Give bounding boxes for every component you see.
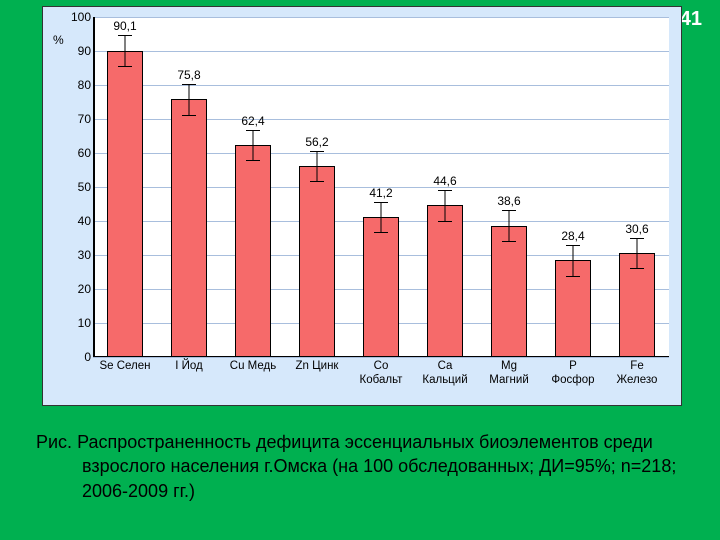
bar-value-label: 75,8 [177,68,200,82]
error-bar [637,238,638,269]
y-tick-label: 20 [51,282,91,296]
error-cap [118,35,132,36]
x-tick-label: Se Селен [99,359,150,373]
y-tick-label: 10 [51,316,91,330]
error-cap [374,232,388,233]
y-axis [93,17,95,357]
slide: 41 % 90,175,862,456,241,244,638,628,430,… [0,0,720,540]
chart-panel: % 90,175,862,456,241,244,638,628,430,6 0… [42,6,682,406]
error-bar [189,84,190,115]
error-cap [630,238,644,239]
bar [171,99,206,357]
gridline [93,17,669,18]
bar-value-label: 38,6 [497,194,520,208]
bar [363,217,398,357]
x-tick-label: I Йод [175,359,203,373]
y-tick-label: 70 [51,112,91,126]
caption-prefix: Рис. [36,432,77,452]
bar [491,226,526,357]
error-bar [445,190,446,221]
y-tick-label: 0 [51,350,91,364]
error-bar [509,210,510,241]
error-cap [246,160,260,161]
bar-value-label: 41,2 [369,186,392,200]
page-number: 41 [680,8,702,31]
bar-value-label: 62,4 [241,114,264,128]
bar [235,145,270,357]
bar-value-label: 56,2 [305,135,328,149]
error-cap [310,151,324,152]
error-cap [566,276,580,277]
error-cap [438,190,452,191]
error-cap [118,66,132,67]
error-cap [566,245,580,246]
error-bar [573,245,574,276]
error-bar [253,130,254,161]
gridline [93,85,669,86]
x-tick-label: MgМагний [489,359,529,388]
error-cap [502,210,516,211]
x-tick-label: CaКальций [422,359,467,388]
error-cap [182,115,196,116]
bar-value-label: 90,1 [113,19,136,33]
y-tick-label: 100 [51,10,91,24]
y-tick-label: 90 [51,44,91,58]
bar-value-label: 28,4 [561,229,584,243]
error-cap [182,84,196,85]
bar-value-label: 44,6 [433,174,456,188]
y-tick-label: 80 [51,78,91,92]
figure-caption: Рис. Распространенность дефицита эссенци… [36,430,686,503]
bar [427,205,462,357]
bar [107,51,142,357]
y-tick-label: 50 [51,180,91,194]
bar [299,166,334,357]
error-cap [502,241,516,242]
bar-value-label: 30,6 [625,222,648,236]
gridline [93,357,669,358]
x-tick-label: FeЖелезо [617,359,658,388]
x-tick-label: Zn Цинк [296,359,339,373]
y-tick-label: 40 [51,214,91,228]
gridline [93,51,669,52]
y-tick-label: 60 [51,146,91,160]
x-tick-label: PФосфор [551,359,594,388]
error-cap [374,202,388,203]
y-tick-label: 30 [51,248,91,262]
caption-body: Распространенность дефицита эссенциальны… [77,432,676,501]
x-tick-label: CoКобальт [360,359,403,388]
plot-area: 90,1 75,8 62,4 56,2 41,2 44,6 38,6 28,4 30,6 [93,17,669,357]
error-cap [438,221,452,222]
error-bar [381,202,382,233]
error-cap [310,181,324,182]
error-cap [630,268,644,269]
x-tick-label: Cu Медь [230,359,276,373]
error-bar [317,151,318,182]
error-bar [125,35,126,66]
error-cap [246,130,260,131]
